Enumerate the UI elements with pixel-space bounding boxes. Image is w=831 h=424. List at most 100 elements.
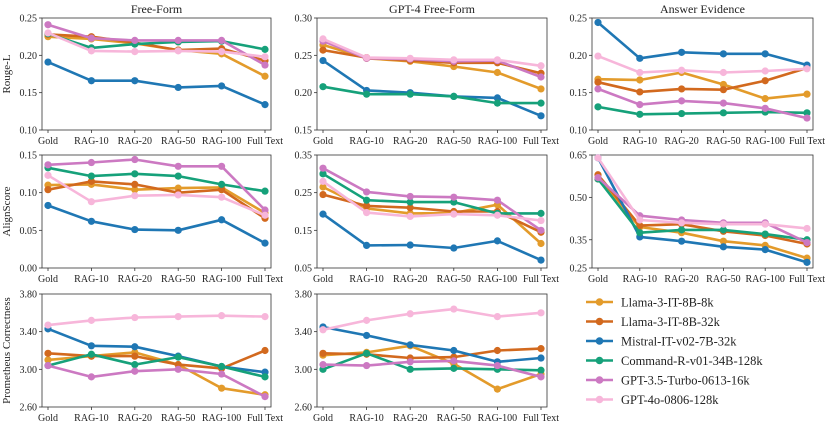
data-point [363,361,371,370]
data-point [174,36,182,45]
data-point [174,162,182,170]
data-point [594,174,602,182]
series-line [596,157,808,264]
x-tick-label: RAG-100 [745,136,784,147]
data-point [636,216,644,224]
data-point [493,68,501,77]
series-line [47,349,266,370]
data-point [319,170,327,178]
series-GPT-3.5-Turbo-0613-16k [594,85,811,122]
data-point [719,109,728,117]
y-tick-label: 0.20 [295,88,313,99]
data-point [761,67,769,75]
series-GPT-4o-0806-128k [319,305,545,334]
series-line [47,364,266,398]
series-Mistral-IT-v02-7B-32k [44,325,269,376]
series-GPT-4o-0806-128k [44,312,269,329]
y-tick-label: 0.50 [570,193,588,204]
data-point [761,220,769,228]
y-tick-label: 0.65 [570,151,588,162]
data-point [678,219,686,227]
series-Mistral-IT-v02-7B-32k [319,210,545,264]
series-line [47,31,266,59]
data-point [174,313,182,321]
data-point [803,224,811,233]
series-line [322,213,542,262]
data-point [261,373,269,381]
x-tick-label: RAG-50 [161,136,195,147]
data-point [44,58,52,66]
data-point [87,177,95,185]
data-point [594,154,602,162]
data-point [719,226,728,234]
series-line [47,60,266,106]
data-point [537,309,545,317]
data-point [363,90,371,98]
legend-label: Llama-3-IT-8B-8k [621,296,714,310]
legend-label: Mistral-IT-v02-7B-32k [621,335,737,349]
x-tick-label: RAG-20 [664,274,698,285]
x-tick-label: RAG-20 [393,274,427,285]
y-tick-label: 0.25 [295,188,313,199]
x-tick-label: RAG-10 [349,413,383,424]
y-tick-label: 3.40 [20,327,38,338]
x-tick-label: Gold [38,413,58,424]
data-point [218,312,226,320]
panel-p12: 0.25 0.35 0.50 0.65 Gold RAG-10 RAG-20 RAG-50 RA… [570,151,826,286]
data-point [450,193,458,201]
data-point [218,82,226,90]
series-GPT-3.5-Turbo-0613-16k [319,357,545,381]
legend: Llama-3-IT-8B-8k Llama-3-IT-8B-32k Mistral… [586,296,763,407]
data-point [678,237,686,245]
data-point [174,226,182,234]
legend-swatch-marker [595,317,604,326]
data-point [493,237,501,245]
x-tick-label: RAG-50 [706,136,740,147]
data-point [44,349,52,357]
panel-p21: 2.60 3.00 3.40 3.80 Gold RAG-10 RAG-20 RAG-50 RA… [295,290,560,424]
data-point [406,358,414,366]
data-point [450,92,458,100]
x-tick-label: Gold [38,274,58,285]
data-point [261,313,269,321]
data-point [44,186,52,194]
series-GPT-3.5-Turbo-0613-16k [319,164,545,234]
series-line [47,352,266,379]
series-line [322,359,542,379]
data-point [537,354,545,362]
data-point [87,342,95,350]
series-line [47,314,266,327]
data-point [131,361,139,369]
y-tick-label: 0.15 [20,88,38,99]
series-line [596,178,808,242]
x-tick-label: RAG-50 [161,413,195,424]
data-point [803,65,811,73]
data-point [537,239,545,248]
series-GPT-4o-0806-128k [44,171,269,219]
y-tick-label: 0.15 [20,151,38,162]
data-point [450,56,458,64]
data-point [761,230,769,238]
x-tick-label: RAG-100 [478,274,517,285]
legend-label: Llama-3-IT-8B-32k [621,315,721,329]
data-point [537,209,545,217]
data-point [319,46,327,54]
series-line [322,172,541,215]
series-line [47,158,266,211]
y-tick-label: 0.15 [295,226,313,237]
legend-label: GPT-4o-0806-128k [621,393,719,407]
x-tick-label: Gold [313,274,333,285]
data-point [537,345,545,353]
data-point [363,241,371,249]
data-point [450,357,458,365]
data-point [44,161,52,169]
x-tick-label: Gold [588,136,608,147]
x-tick-label: RAG-20 [393,413,427,424]
y-tick-label: 0.10 [20,188,38,199]
data-point [406,341,414,349]
y-axis-label: Prometheus Correctness [1,297,13,404]
data-point [131,48,139,56]
x-tick-label: RAG-10 [74,136,108,147]
x-tick-label: Full Text [789,136,825,147]
data-point [131,313,139,322]
